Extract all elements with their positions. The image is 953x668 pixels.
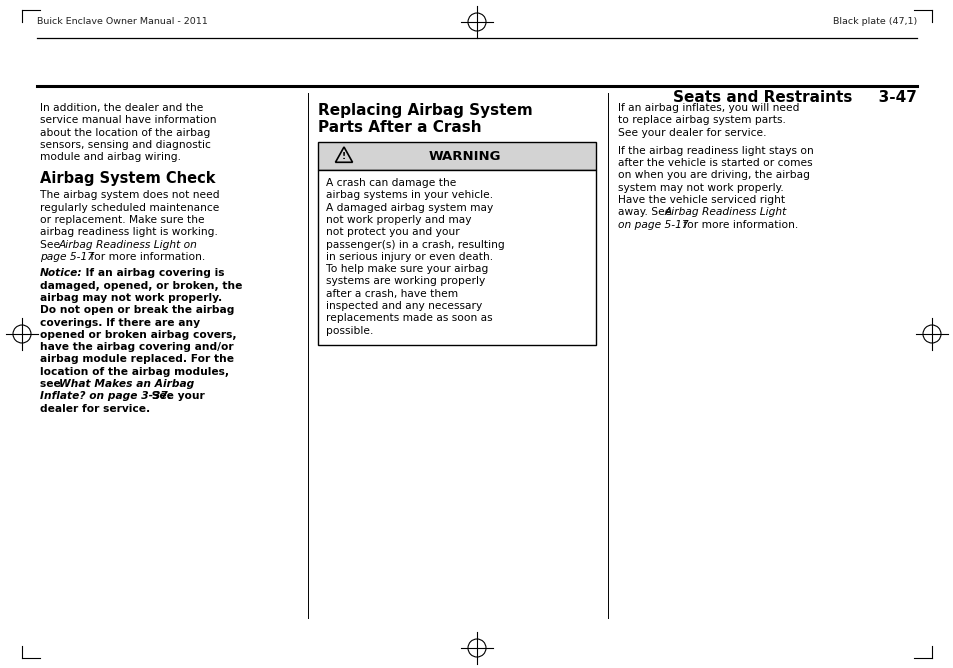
Text: on page 5-17: on page 5-17 <box>618 220 688 230</box>
Text: for more information.: for more information. <box>679 220 798 230</box>
Text: after a crash, have them: after a crash, have them <box>326 289 457 299</box>
Text: Buick Enclave Owner Manual - 2011: Buick Enclave Owner Manual - 2011 <box>37 17 208 26</box>
Text: to replace airbag system parts.: to replace airbag system parts. <box>618 116 785 126</box>
Text: systems are working properly: systems are working properly <box>326 277 485 287</box>
Text: in serious injury or even death.: in serious injury or even death. <box>326 252 493 262</box>
Text: If the airbag readiness light stays on: If the airbag readiness light stays on <box>618 146 813 156</box>
Text: If an airbag inflates, you will need: If an airbag inflates, you will need <box>618 103 799 113</box>
Text: To help make sure your airbag: To help make sure your airbag <box>326 264 488 274</box>
Text: Notice:: Notice: <box>40 269 83 279</box>
Text: system may not work properly.: system may not work properly. <box>618 183 783 193</box>
Text: damaged, opened, or broken, the: damaged, opened, or broken, the <box>40 281 242 291</box>
Text: see: see <box>40 379 65 389</box>
Text: on when you are driving, the airbag: on when you are driving, the airbag <box>618 170 809 180</box>
Text: What Makes an Airbag: What Makes an Airbag <box>59 379 194 389</box>
Text: replacements made as soon as: replacements made as soon as <box>326 313 492 323</box>
Text: not protect you and your: not protect you and your <box>326 227 459 237</box>
Text: Airbag Readiness Light on: Airbag Readiness Light on <box>59 240 197 250</box>
Text: sensors, sensing and diagnostic: sensors, sensing and diagnostic <box>40 140 211 150</box>
Text: inspected and any necessary: inspected and any necessary <box>326 301 482 311</box>
Text: service manual have information: service manual have information <box>40 116 216 126</box>
Text: page 5-17: page 5-17 <box>40 252 94 262</box>
Text: Do not open or break the airbag: Do not open or break the airbag <box>40 305 234 315</box>
Text: possible.: possible. <box>326 325 373 335</box>
Text: airbag systems in your vehicle.: airbag systems in your vehicle. <box>326 190 493 200</box>
Text: Airbag Readiness Light: Airbag Readiness Light <box>664 207 786 217</box>
Text: not work properly and may: not work properly and may <box>326 215 471 225</box>
Text: passenger(s) in a crash, resulting: passenger(s) in a crash, resulting <box>326 240 504 250</box>
Bar <box>317 170 596 345</box>
Text: A crash can damage the: A crash can damage the <box>326 178 456 188</box>
Bar <box>317 142 596 170</box>
Text: See: See <box>40 240 64 250</box>
Text: In addition, the dealer and the: In addition, the dealer and the <box>40 103 203 113</box>
Text: Inflate? on page 3-37.: Inflate? on page 3-37. <box>40 391 172 401</box>
Text: module and airbag wiring.: module and airbag wiring. <box>40 152 181 162</box>
Text: away. See: away. See <box>618 207 674 217</box>
Text: for more information.: for more information. <box>87 252 205 262</box>
Text: dealer for service.: dealer for service. <box>40 403 150 413</box>
Text: regularly scheduled maintenance: regularly scheduled maintenance <box>40 203 219 213</box>
Text: WARNING: WARNING <box>428 150 500 162</box>
Text: airbag readiness light is working.: airbag readiness light is working. <box>40 227 217 237</box>
Text: Have the vehicle serviced right: Have the vehicle serviced right <box>618 195 784 205</box>
Text: Black plate (47,1): Black plate (47,1) <box>832 17 916 26</box>
Text: Parts After a Crash: Parts After a Crash <box>317 120 481 135</box>
Text: If an airbag covering is: If an airbag covering is <box>78 269 224 279</box>
Text: Airbag System Check: Airbag System Check <box>40 170 215 186</box>
Text: A damaged airbag system may: A damaged airbag system may <box>326 202 493 212</box>
Text: coverings. If there are any: coverings. If there are any <box>40 317 200 327</box>
Text: Replacing Airbag System: Replacing Airbag System <box>317 103 532 118</box>
Text: after the vehicle is started or comes: after the vehicle is started or comes <box>618 158 812 168</box>
Text: Seats and Restraints     3-47: Seats and Restraints 3-47 <box>673 90 916 105</box>
Text: location of the airbag modules,: location of the airbag modules, <box>40 367 229 377</box>
Text: opened or broken airbag covers,: opened or broken airbag covers, <box>40 330 236 340</box>
Text: or replacement. Make sure the: or replacement. Make sure the <box>40 215 204 225</box>
Text: have the airbag covering and/or: have the airbag covering and/or <box>40 342 233 352</box>
Text: about the location of the airbag: about the location of the airbag <box>40 128 211 138</box>
Text: airbag may not work properly.: airbag may not work properly. <box>40 293 222 303</box>
Text: The airbag system does not need: The airbag system does not need <box>40 190 219 200</box>
Text: See your dealer for service.: See your dealer for service. <box>618 128 765 138</box>
Text: airbag module replaced. For the: airbag module replaced. For the <box>40 355 233 365</box>
Text: See your: See your <box>148 391 205 401</box>
Text: !: ! <box>341 152 346 162</box>
